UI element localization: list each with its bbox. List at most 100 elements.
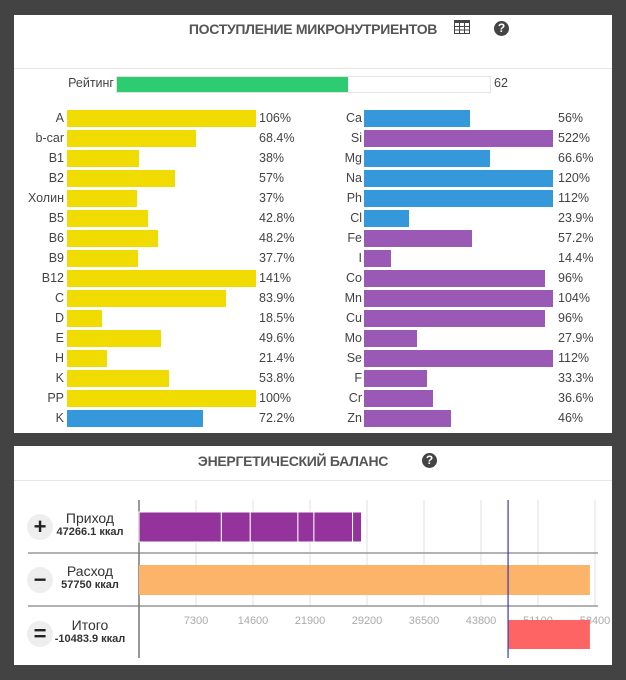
energy-row-kcal: 47266.1 ккал bbox=[56, 526, 124, 538]
nutrient-row: E 49.6% bbox=[14, 330, 612, 347]
nutrient-bar bbox=[364, 150, 490, 167]
nutrient-bar bbox=[67, 110, 256, 127]
nutrient-row: H 21.4% bbox=[14, 350, 612, 367]
rating-value: 62 bbox=[494, 76, 508, 90]
income-bar-segment bbox=[138, 511, 222, 543]
nutrient-label: B9 bbox=[48, 251, 64, 265]
nutrient-row: B1 38% bbox=[14, 150, 612, 167]
nutrient-label: B12 bbox=[41, 271, 64, 285]
nutrient-bar bbox=[364, 350, 553, 367]
nutrient-value: 66.6% bbox=[558, 151, 594, 165]
nutrient-label: Cl bbox=[350, 211, 362, 225]
table-icon[interactable] bbox=[454, 20, 470, 39]
nutrient-bar bbox=[364, 190, 553, 207]
nutrient-value: 48.2% bbox=[259, 231, 295, 245]
nutrient-value: 83.9% bbox=[259, 291, 295, 305]
income-bar-segment bbox=[220, 511, 251, 543]
nutrient-label: Se bbox=[346, 351, 362, 365]
nutrient-row: D 18.5% bbox=[14, 310, 612, 327]
nutrient-bar bbox=[67, 290, 226, 307]
nutrient-value: 37% bbox=[259, 191, 285, 205]
nutrient-row: Mo 27.9% bbox=[14, 330, 612, 347]
nutrient-label: B5 bbox=[48, 211, 64, 225]
nutrient-label: Cr bbox=[348, 391, 362, 405]
nutrient-bar bbox=[364, 210, 410, 227]
nutrient-row: b-car 68.4% bbox=[14, 130, 612, 147]
nutrient-value: 37.7% bbox=[259, 251, 295, 265]
nutrient-bar bbox=[364, 110, 470, 127]
nutrient-row: F 33.3% bbox=[14, 370, 612, 387]
nutrient-label: F bbox=[354, 371, 362, 385]
income-bar-segment bbox=[313, 511, 354, 543]
energy-row-name: Итого bbox=[71, 617, 109, 633]
nutrient-row: Mg 66.6% bbox=[14, 150, 612, 167]
energy-title-wrap: ЭНЕРГЕТИЧЕСКИЙ БАЛАНС bbox=[0, 453, 612, 469]
divider bbox=[14, 480, 612, 481]
nutrient-row: A 106% bbox=[14, 110, 612, 127]
nutrient-value: 522% bbox=[558, 131, 590, 145]
nutrient-label: Холин bbox=[27, 191, 64, 205]
nutrient-label: E bbox=[55, 331, 64, 345]
help-icon[interactable]: ? bbox=[494, 21, 509, 36]
nutrient-value: 14.4% bbox=[558, 251, 594, 265]
nutrient-bar bbox=[364, 390, 434, 407]
nutrient-value: 23.9% bbox=[558, 211, 594, 225]
nutrient-label: B2 bbox=[48, 171, 64, 185]
nutrient-label: Ca bbox=[346, 111, 362, 125]
nutrient-row: Холин 37% bbox=[14, 190, 612, 207]
nutrient-bar bbox=[67, 350, 108, 367]
nutrient-bar bbox=[364, 410, 451, 427]
nutrient-bar bbox=[67, 210, 148, 227]
tick-label: 29200 bbox=[352, 615, 383, 627]
nutrient-value: 53.8% bbox=[259, 371, 295, 385]
nutrient-value: 106% bbox=[259, 111, 291, 125]
nutrient-label: Mg bbox=[344, 151, 362, 165]
rating-label: Рейтинг bbox=[68, 76, 114, 90]
micronutrients-title-wrap: ПОСТУПЛЕНИЕ МИКРОНУТРИЕНТОВ bbox=[14, 21, 612, 37]
divider bbox=[14, 68, 612, 69]
nutrient-label: Zn bbox=[347, 411, 362, 425]
nutrient-row: C 83.9% bbox=[14, 290, 612, 307]
tick-label: 14600 bbox=[238, 615, 269, 627]
nutrient-bar bbox=[67, 190, 137, 207]
nutrient-value: 57.2% bbox=[558, 231, 594, 245]
tick-label: 36500 bbox=[409, 615, 440, 627]
nutrient-row: Cu 96% bbox=[14, 310, 612, 327]
expense-bar bbox=[139, 565, 590, 595]
nutrient-value: 112% bbox=[558, 351, 590, 365]
tick-label: 43800 bbox=[466, 615, 497, 627]
nutrient-label: K bbox=[55, 371, 64, 385]
nutrient-bar bbox=[364, 270, 546, 287]
nutrient-label: C bbox=[54, 291, 64, 305]
nutrient-value: 33.3% bbox=[558, 371, 594, 385]
nutrient-bar bbox=[364, 370, 427, 387]
nutrient-row: Mn 104% bbox=[14, 290, 612, 307]
minus-icon: − bbox=[27, 567, 53, 593]
energy-row-kcal: 57750 ккал bbox=[61, 579, 119, 591]
nutrient-value: 18.5% bbox=[259, 311, 295, 325]
nutrient-row: Fe 57.2% bbox=[14, 230, 612, 247]
energy-row-kcal: -10483.9 ккал bbox=[54, 633, 126, 645]
nutrient-value: 36.6% bbox=[558, 391, 594, 405]
nutrient-row: I 14.4% bbox=[14, 250, 612, 267]
micronutrients-title: ПОСТУПЛЕНИЕ МИКРОНУТРИЕНТОВ bbox=[188, 21, 438, 37]
nutrient-label: b-car bbox=[35, 131, 64, 145]
nutrient-bar bbox=[67, 390, 256, 407]
tick-label: 7300 bbox=[184, 615, 208, 627]
energy-row-label: Расход 57750 ккал bbox=[40, 563, 140, 591]
nutrient-label: I bbox=[358, 251, 362, 265]
nutrient-row: Cr 36.6% bbox=[14, 390, 612, 407]
nutrient-value: 68.4% bbox=[259, 131, 295, 145]
nutrient-row: Ph 112% bbox=[14, 190, 612, 207]
rating-fill bbox=[117, 77, 349, 92]
nutrient-row: B9 37.7% bbox=[14, 250, 612, 267]
nutrient-bar bbox=[67, 130, 197, 147]
nutrient-value: 42.8% bbox=[259, 211, 295, 225]
nutrient-row: Co 96% bbox=[14, 270, 612, 287]
energy-row-label: Приход 47266.1 ккал bbox=[40, 510, 140, 538]
nutrient-row: B2 57% bbox=[14, 170, 612, 187]
nutrient-value: 46% bbox=[558, 411, 584, 425]
nutrient-label: Mn bbox=[344, 291, 362, 305]
help-icon[interactable]: ? bbox=[422, 453, 437, 468]
nutrient-row: Na 120% bbox=[14, 170, 612, 187]
